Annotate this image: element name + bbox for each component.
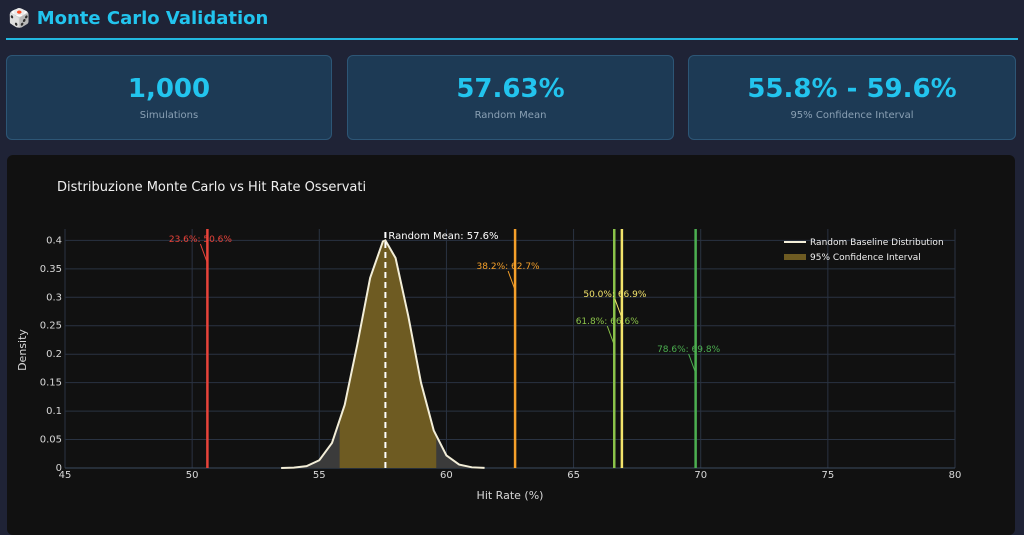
stat-label: Random Mean (474, 110, 547, 121)
distribution-line (281, 239, 485, 469)
legend-label: Random Baseline Distribution (810, 238, 944, 248)
header-title: Monte Carlo Validation (36, 8, 269, 29)
threshold-label: 78.6%: 69.8% (657, 345, 721, 355)
y-tick-label: 0.1 (46, 406, 62, 417)
threshold-label: 38.2%: 62.7% (477, 262, 541, 272)
stat-label: 95% Confidence Interval (790, 110, 914, 121)
annotation-arrow (606, 325, 615, 346)
annotation-arrow (507, 270, 516, 291)
y-tick-label: 0.25 (40, 321, 62, 332)
x-tick-label: 80 (949, 470, 962, 481)
x-tick-label: 75 (821, 470, 834, 481)
x-tick-label: 45 (59, 470, 72, 481)
x-tick-label: 60 (440, 470, 453, 481)
annotation-arrow (688, 353, 697, 374)
y-tick-label: 0.15 (40, 378, 62, 389)
x-tick-label: 65 (567, 470, 580, 481)
header: 🎲 Monte Carlo Validation (8, 8, 269, 29)
confidence-area (339, 240, 437, 468)
divider (6, 38, 1018, 40)
x-tick-label: 50 (186, 470, 199, 481)
y-tick-label: 0.05 (40, 435, 62, 446)
legend-label: 95% Confidence Interval (810, 253, 921, 263)
y-tick-label: 0.2 (46, 349, 62, 360)
chart: Distribuzione Monte Carlo vs Hit Rate Os… (16, 180, 962, 502)
mean-label: Random Mean: 57.6% (388, 231, 498, 242)
y-tick-label: 0 (56, 463, 62, 474)
stat-card: 55.8% - 59.6% 95% Confidence Interval (688, 55, 1016, 140)
stat-value: 1,000 (127, 74, 211, 104)
x-tick-label: 55 (313, 470, 326, 481)
chart-panel (7, 155, 1015, 535)
threshold-label: 61.8%: 66.6% (576, 317, 640, 327)
annotation-arrow (614, 298, 623, 319)
x-axis-label: Hit Rate (%) (477, 489, 544, 502)
stat-value: 57.63% (456, 74, 565, 104)
chart-title: Distribuzione Monte Carlo vs Hit Rate Os… (57, 180, 366, 195)
stat-value: 55.8% - 59.6% (747, 74, 957, 104)
stat-card: 1,000 Simulations (6, 55, 332, 140)
y-tick-label: 0.3 (46, 292, 62, 303)
y-tick-label: 0.35 (40, 264, 62, 275)
y-tick-label: 0.4 (46, 235, 62, 246)
threshold-label: 23.6%: 50.6% (169, 235, 233, 245)
y-axis-label: Density (16, 329, 29, 371)
stat-label: Simulations (139, 110, 199, 121)
annotation-arrow (199, 243, 208, 264)
stat-card: 57.63% Random Mean (347, 55, 674, 140)
x-tick-label: 70 (694, 470, 707, 481)
threshold-label: 50.0%: 66.9% (583, 290, 647, 300)
